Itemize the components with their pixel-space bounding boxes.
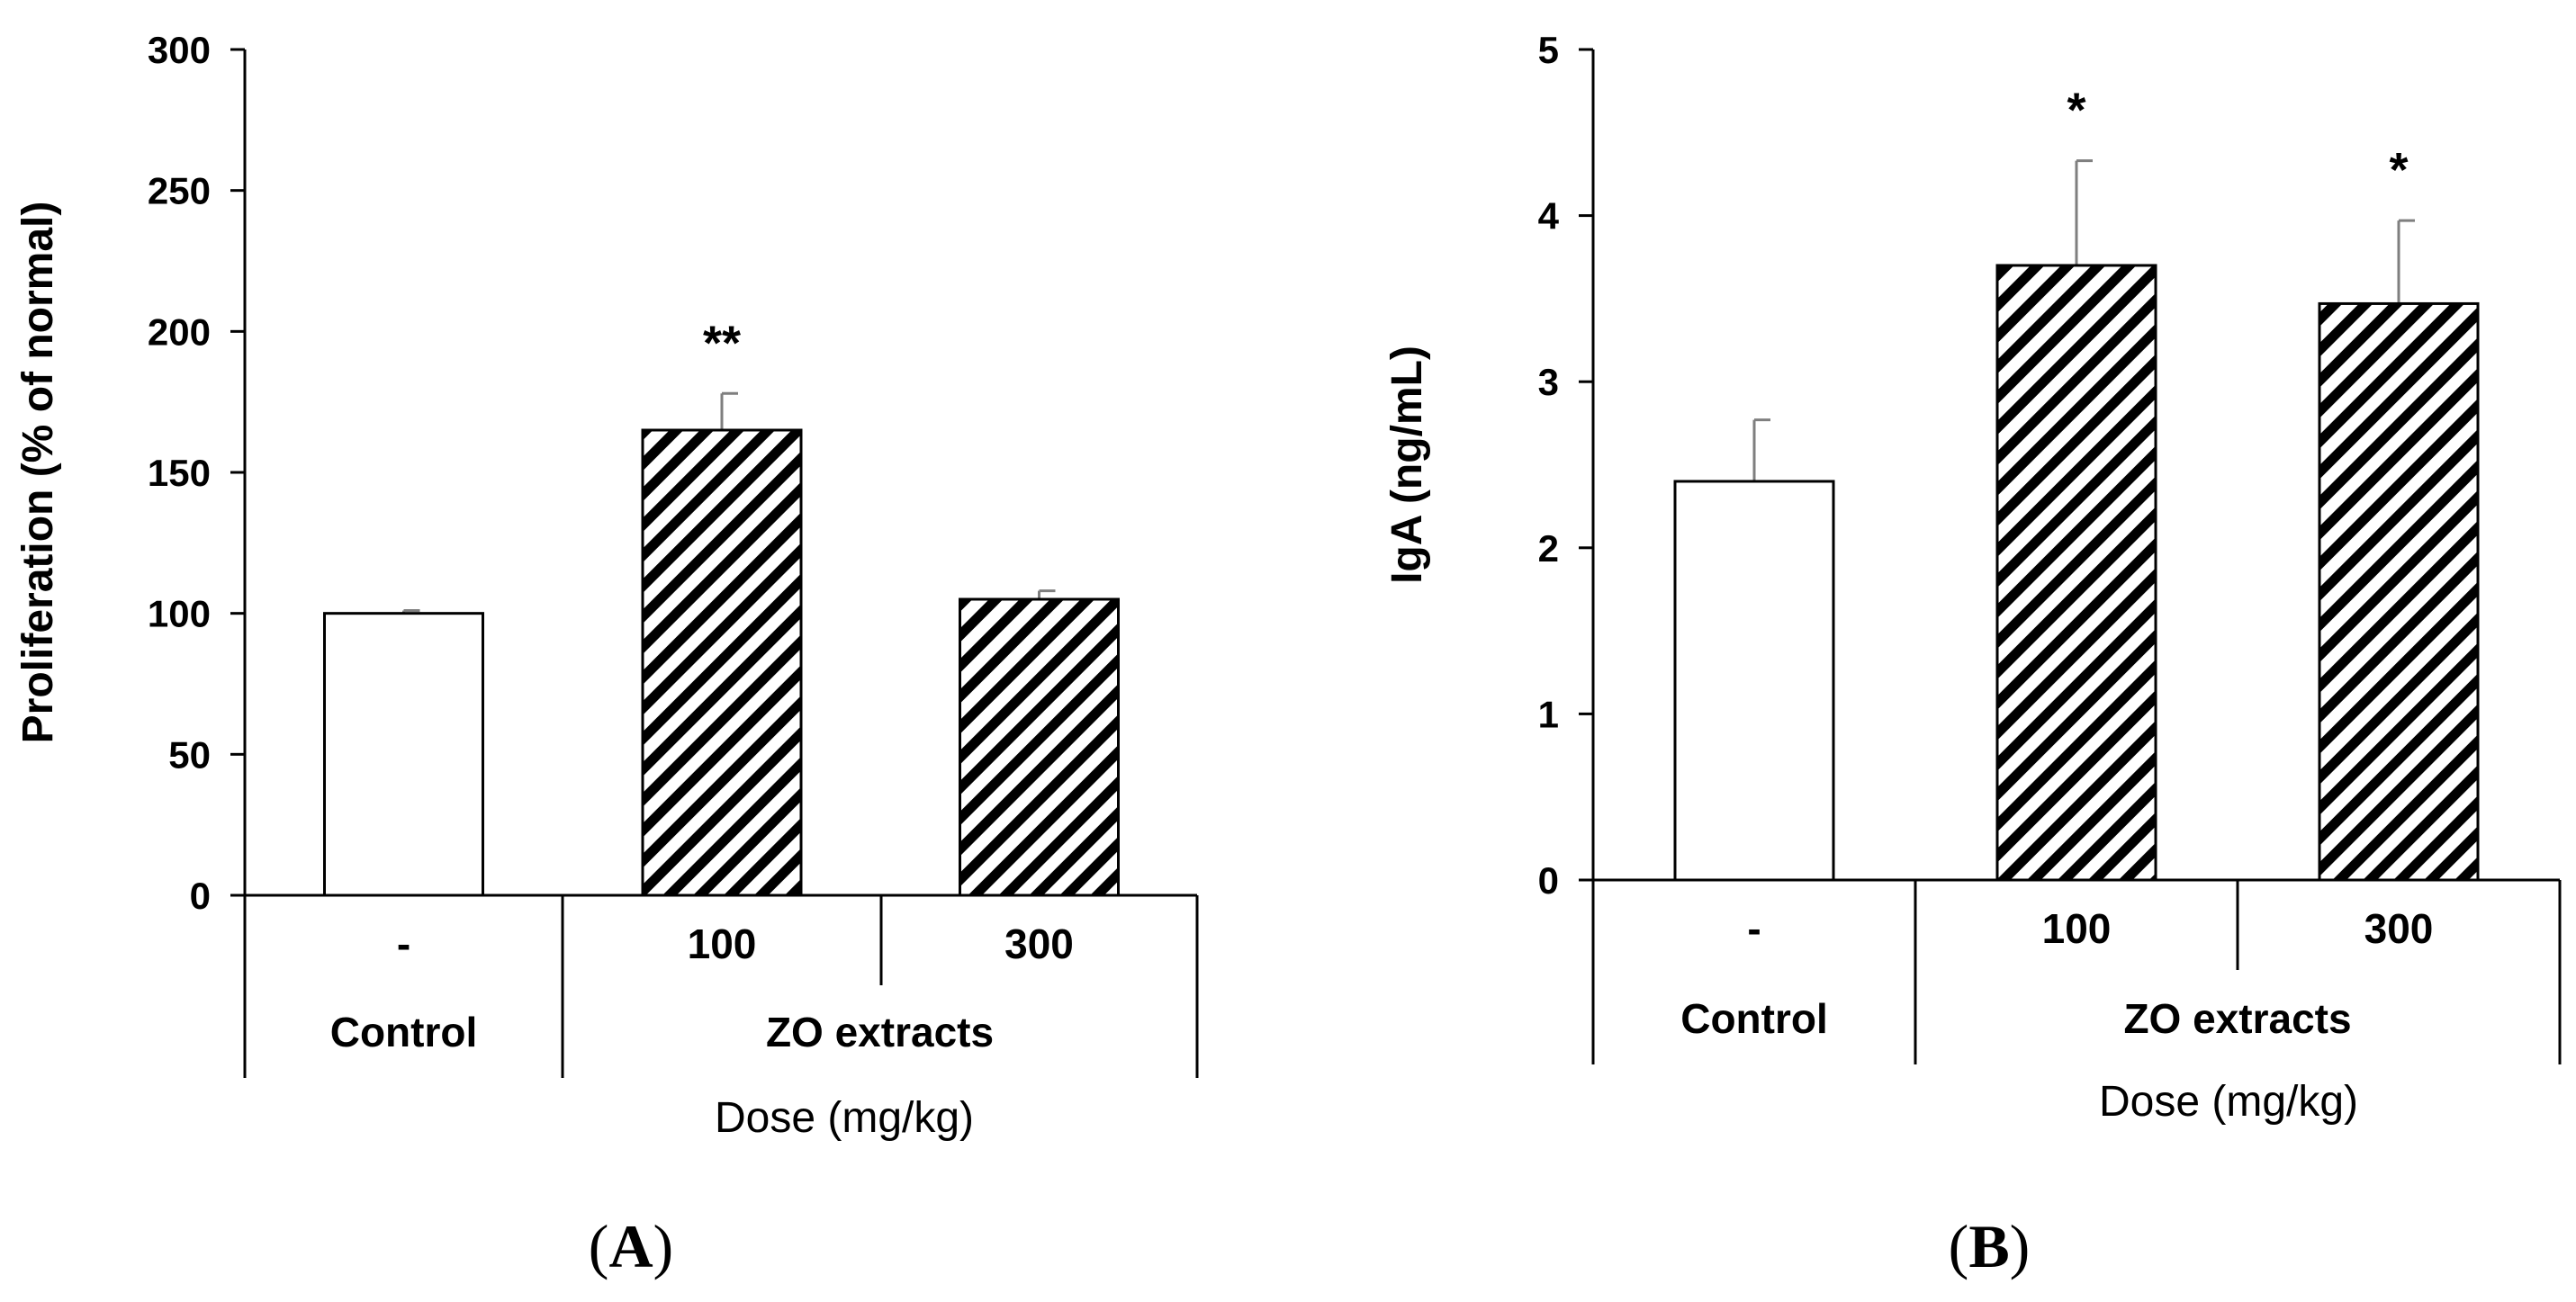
y-tick-label: 0 <box>190 875 211 917</box>
bar-3 <box>2318 301 2480 882</box>
category-label: - <box>1747 905 1761 952</box>
chart-svg-a: 0 50 100 150 200 250 300 - ** 100 300 Control ZO ext… <box>14 29 1199 1280</box>
x-axis-title: Dose (mg/kg) <box>2099 1078 2358 1126</box>
panel-label: (B) <box>1949 1212 2031 1280</box>
category-label: 300 <box>2364 905 2434 952</box>
chart-svg-b: 0 1 2 3 4 5 - * 100 * 300 Control ZO extracts Dose (m… <box>1383 29 2562 1280</box>
chart-panel-b: 0 1 2 3 4 5 - * 100 * 300 Control ZO extracts Dose (m… <box>1288 0 2576 1302</box>
chart-panel-a: 0 50 100 150 200 250 300 - ** 100 300 Control ZO ext… <box>14 29 1199 1280</box>
y-tick-label: 200 <box>148 310 211 353</box>
bar-1 <box>323 612 484 897</box>
y-tick-label: 2 <box>1538 527 1559 570</box>
bar-1 <box>1673 480 1835 882</box>
significance-mark: ** <box>703 316 741 370</box>
y-tick-label: 4 <box>1538 195 1560 238</box>
panel-label: (A) <box>589 1212 673 1280</box>
y-axis-title: Proliferation (% of normal) <box>14 202 62 744</box>
group-label: ZO extracts <box>766 1009 994 1055</box>
group-label: Control <box>1680 995 1828 1042</box>
group-label: Control <box>330 1009 478 1055</box>
significance-mark: * <box>2067 84 2085 138</box>
significance-mark: * <box>2389 143 2408 197</box>
y-tick-label: 50 <box>168 733 211 776</box>
bar-2 <box>1995 264 2157 882</box>
y-tick-label: 300 <box>148 29 211 71</box>
y-tick-label: 250 <box>148 170 211 212</box>
y-axis-title: IgA (ng/mL) <box>1383 346 1431 584</box>
category-label: 100 <box>2042 905 2112 952</box>
bar-3 <box>959 597 1120 897</box>
bar-2 <box>641 428 803 897</box>
category-label: - <box>397 920 410 967</box>
category-label: 300 <box>1004 920 1074 967</box>
x-axis-title: Dose (mg/kg) <box>715 1094 974 1142</box>
y-tick-label: 150 <box>148 452 211 494</box>
y-tick-label: 0 <box>1538 859 1559 902</box>
group-label: ZO extracts <box>2123 995 2351 1042</box>
y-tick-label: 3 <box>1538 361 1559 403</box>
y-tick-label: 100 <box>148 593 211 635</box>
category-label: 100 <box>688 920 757 967</box>
y-tick-label: 1 <box>1538 693 1559 735</box>
y-tick-label: 5 <box>1538 29 1559 71</box>
